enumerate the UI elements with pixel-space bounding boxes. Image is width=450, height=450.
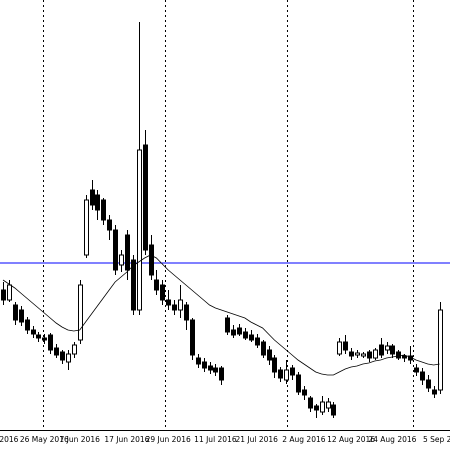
candle-body: [36, 334, 41, 339]
candle-body: [290, 367, 295, 376]
candle-body: [243, 331, 248, 339]
candle-body: [267, 349, 272, 361]
candle-body: [379, 344, 384, 356]
candle-body: [390, 345, 395, 355]
candle-body: [219, 367, 224, 381]
candle-body: [225, 317, 230, 333]
candle-body: [326, 401, 331, 409]
candle-body: [278, 369, 283, 379]
candle-body: [95, 194, 100, 211]
candle-body: [184, 304, 189, 321]
candle-body: [125, 234, 130, 271]
candle-body: [72, 344, 77, 355]
candle-body: [343, 341, 348, 351]
candle-body: [42, 337, 47, 341]
candle-body: [284, 369, 289, 381]
candle-body: [137, 149, 142, 311]
candle-body: [255, 337, 260, 346]
x-tick-label: 17 Jun 2016: [104, 435, 149, 444]
x-tick-label: 29 Jun 2016: [146, 435, 191, 444]
x-tick-label: 12 Aug 2016: [327, 435, 375, 444]
candle-body: [302, 389, 307, 396]
x-tick-label: 24 Aug 2016: [368, 435, 416, 444]
candle-body: [396, 351, 401, 359]
candle-body: [113, 229, 118, 271]
candle-body: [66, 353, 71, 363]
candle-body: [196, 357, 201, 365]
x-tick-label: 7 Jun 2016: [60, 435, 101, 444]
candle-body: [78, 284, 83, 341]
candle-body: [208, 365, 213, 371]
candle-body: [320, 401, 325, 413]
candle-body: [337, 341, 342, 355]
candle-body: [373, 349, 378, 359]
candle-body: [414, 367, 419, 373]
moving-average: [2, 254, 440, 376]
candle-body: [31, 329, 36, 335]
x-tick-label: 21 Jul 2016: [235, 435, 278, 444]
candle-body: [385, 345, 390, 351]
candle-body: [119, 254, 124, 266]
x-tick-label: 11 Jul 2016: [194, 435, 237, 444]
candle-body: [1, 289, 6, 301]
candle-body: [314, 405, 319, 411]
x-tick-label: 26 May 2016: [20, 435, 69, 444]
candle-body: [349, 351, 354, 357]
candle-body: [178, 299, 183, 311]
candle-body: [143, 144, 148, 251]
x-tick-label: 2016: [0, 435, 19, 444]
candle-body: [308, 397, 313, 409]
candle-body: [355, 352, 360, 356]
candle-body: [402, 355, 407, 359]
candle-body: [101, 199, 106, 221]
candle-body: [426, 379, 431, 389]
candle-body: [19, 309, 24, 323]
candle-body: [172, 304, 177, 311]
candle-body: [331, 404, 336, 416]
candle-body: [420, 371, 425, 381]
candle-body: [261, 341, 266, 356]
candle-body: [131, 259, 136, 311]
candle-body: [166, 299, 171, 306]
candle-body: [154, 279, 159, 291]
candle-body: [54, 347, 59, 356]
candle-body: [25, 319, 30, 331]
candle-body: [48, 334, 53, 351]
candle-body: [107, 219, 112, 231]
candle-body: [367, 351, 372, 359]
x-tick-label: 5 Sep 20: [423, 435, 450, 444]
candle-body: [231, 329, 236, 336]
candle-body: [149, 244, 154, 276]
candle-body: [213, 367, 218, 373]
candle-body: [160, 284, 165, 301]
candle-body: [237, 327, 242, 335]
candle-body: [438, 309, 443, 391]
candle-body: [249, 334, 254, 341]
candle-body: [7, 284, 12, 301]
candle-body: [90, 189, 95, 206]
candle-body: [13, 304, 18, 321]
candle-body: [202, 361, 207, 369]
candle-body: [432, 389, 437, 395]
candle-body: [60, 351, 65, 361]
candle-body: [190, 319, 195, 356]
candle-body: [84, 199, 89, 256]
candle-body: [361, 353, 366, 357]
candle-body: [296, 374, 301, 393]
x-tick-label: 2 Aug 2016: [282, 435, 325, 444]
candle-body: [272, 357, 277, 373]
